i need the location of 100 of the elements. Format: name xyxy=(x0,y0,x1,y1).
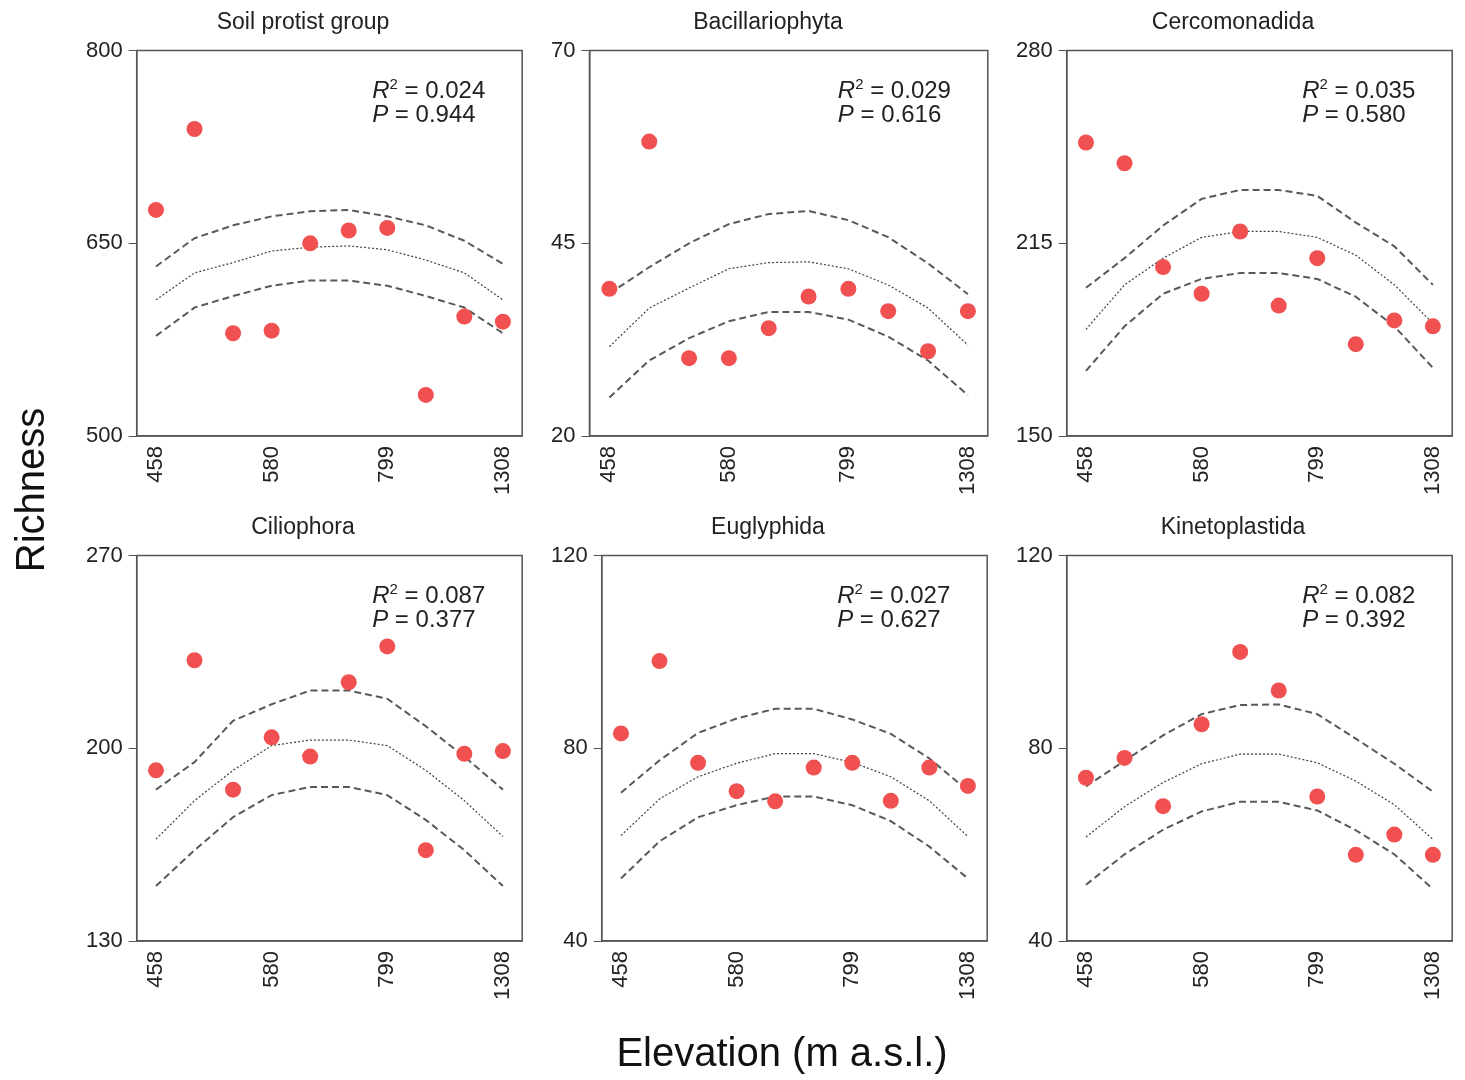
x-tick-label: 580 xyxy=(1187,446,1213,483)
line-series xyxy=(608,310,969,399)
x-tick-label: 799 xyxy=(1303,951,1329,988)
point xyxy=(1155,798,1172,815)
y-tick-label: 270 xyxy=(85,541,123,567)
point xyxy=(800,288,817,305)
chart-title: Kinetoplastida xyxy=(1160,513,1306,540)
x-tick-label: 1308 xyxy=(953,951,979,1001)
point xyxy=(302,748,319,765)
y-tick-label: 20 xyxy=(550,422,576,448)
point xyxy=(494,743,511,760)
point xyxy=(1193,285,1210,302)
point xyxy=(1309,788,1326,805)
x-tick-label: 1308 xyxy=(488,446,514,496)
point xyxy=(379,219,396,236)
point xyxy=(767,793,784,810)
x-tick-label: 458 xyxy=(1072,446,1098,483)
x-tick-label: 580 xyxy=(257,951,283,988)
y-tick-label: 80 xyxy=(1028,734,1053,760)
y-tick-label: 120 xyxy=(550,541,588,567)
point xyxy=(1270,682,1287,699)
point xyxy=(1347,846,1364,863)
point xyxy=(147,762,164,779)
line-series xyxy=(1084,271,1434,372)
line-series xyxy=(608,261,969,348)
point xyxy=(1077,769,1094,786)
chart-title: Euglyphida xyxy=(711,513,826,540)
point xyxy=(340,674,357,691)
y-tick-label: 800 xyxy=(85,36,123,62)
chart-title: Ciliophora xyxy=(251,513,355,540)
point xyxy=(225,781,242,798)
x-tick-label: 1308 xyxy=(953,446,979,496)
point xyxy=(186,120,203,137)
line-series xyxy=(154,279,504,337)
line-series xyxy=(620,753,969,838)
y-tick-label: 80 xyxy=(563,734,588,760)
point xyxy=(417,386,434,403)
point xyxy=(456,745,473,762)
point xyxy=(1232,223,1249,240)
x-tick-label: 580 xyxy=(714,446,740,483)
point xyxy=(186,652,203,669)
point xyxy=(1270,297,1287,314)
x-tick-label: 580 xyxy=(1187,951,1213,988)
y-tick-label: 120 xyxy=(1015,541,1053,567)
point xyxy=(921,759,938,776)
point xyxy=(1347,336,1364,353)
x-tick-label: 458 xyxy=(142,951,168,988)
x-tick-label: 799 xyxy=(1303,446,1329,483)
point xyxy=(651,653,668,670)
x-tick-label: 1308 xyxy=(1418,446,1444,496)
point xyxy=(844,754,861,771)
x-tick-label: 580 xyxy=(722,951,748,988)
x-tick-label: 580 xyxy=(257,446,283,483)
x-tick-label: 458 xyxy=(1072,951,1098,988)
x-tick-label: 458 xyxy=(142,446,168,483)
line-series xyxy=(1084,188,1434,289)
x-tick-label: 799 xyxy=(373,951,399,988)
point xyxy=(1309,250,1326,267)
y-tick-label: 280 xyxy=(1015,36,1053,62)
x-tick-label: 458 xyxy=(607,951,633,988)
y-tick-label: 200 xyxy=(85,734,123,760)
point xyxy=(601,280,618,297)
point xyxy=(840,280,857,297)
point xyxy=(1232,643,1249,660)
x-axis-title: Elevation (m a.s.l.) xyxy=(616,1030,948,1075)
line-series xyxy=(619,795,969,880)
line-series xyxy=(154,785,504,887)
point xyxy=(1424,318,1441,335)
point xyxy=(1386,312,1403,329)
point xyxy=(302,235,319,252)
y-tick-label: 500 xyxy=(85,422,123,448)
point xyxy=(1077,134,1094,151)
point xyxy=(417,842,434,859)
point xyxy=(920,343,937,360)
y-tick-label: 130 xyxy=(85,927,123,953)
point xyxy=(681,350,698,367)
x-tick-label: 1308 xyxy=(488,951,514,1001)
point xyxy=(1386,826,1403,843)
point xyxy=(720,350,737,367)
x-tick-label: 799 xyxy=(834,446,860,483)
x-tick-label: 799 xyxy=(373,446,399,483)
y-tick-label: 150 xyxy=(1015,422,1053,448)
point xyxy=(760,320,777,337)
point xyxy=(959,303,976,320)
y-tick-label: 650 xyxy=(85,229,123,255)
point xyxy=(641,133,658,150)
point xyxy=(340,222,357,239)
y-tick-label: 40 xyxy=(563,927,588,953)
chart-title: Bacillariophyta xyxy=(693,8,843,35)
point xyxy=(456,308,473,325)
point xyxy=(1193,716,1210,733)
x-tick-label: 1308 xyxy=(1418,951,1444,1001)
y-tick-label: 40 xyxy=(1028,927,1053,953)
x-tick-label: 458 xyxy=(595,446,621,483)
point xyxy=(880,303,897,320)
point xyxy=(263,729,280,746)
chart-title: Soil protist group xyxy=(216,8,390,35)
point xyxy=(959,777,976,794)
point xyxy=(612,725,629,742)
line-series xyxy=(1085,753,1434,840)
